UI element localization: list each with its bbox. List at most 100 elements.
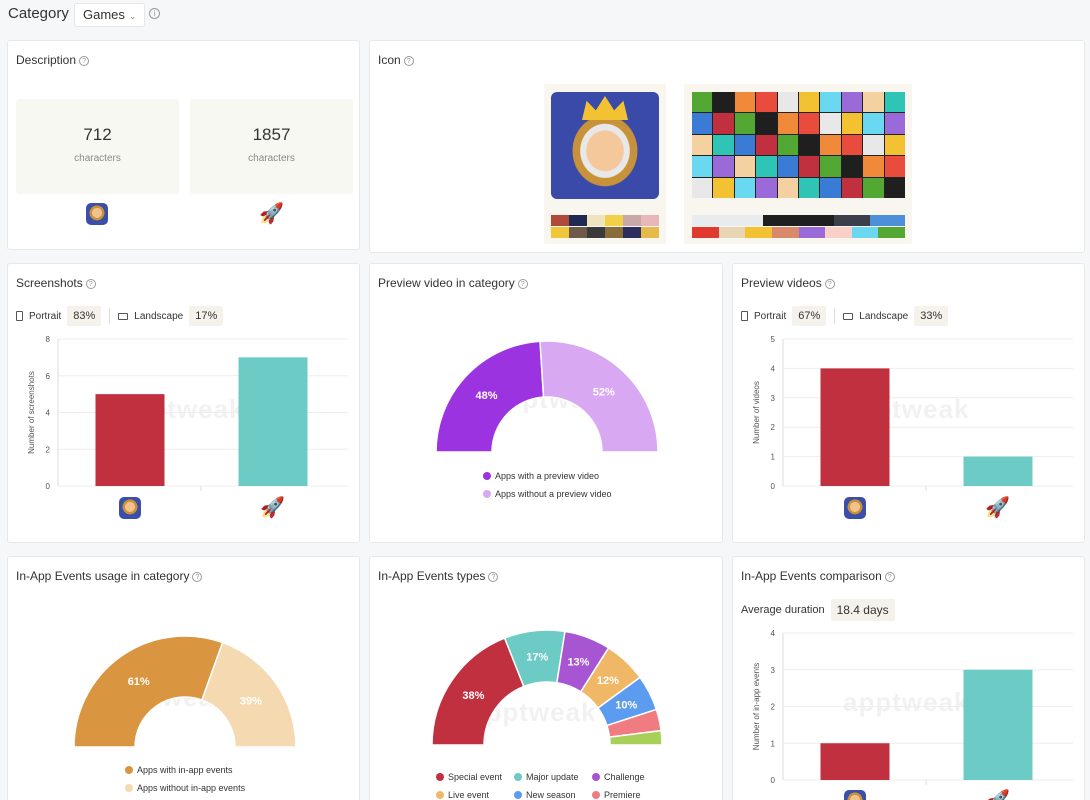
card-title: Preview video in category? <box>378 276 528 290</box>
help-icon[interactable]: ? <box>517 279 528 289</box>
legend-swatch <box>514 791 522 799</box>
orientation-row: Portrait 83% Landscape 17% <box>16 306 224 326</box>
icon-frame-games <box>544 84 666 244</box>
bar[interactable] <box>820 368 890 486</box>
category-app-icon <box>756 177 777 198</box>
description-box-games: 712 characters <box>16 99 179 194</box>
palette-swatch <box>745 227 772 238</box>
divider <box>834 308 836 324</box>
category-app-icon <box>863 92 884 113</box>
slice[interactable] <box>435 340 545 453</box>
legend-swatch <box>592 791 600 799</box>
bar[interactable] <box>238 357 308 486</box>
iae-types-card: In-App Events types? apptweak 38% 17% 13% 1… <box>369 556 723 800</box>
help-icon[interactable]: ? <box>79 56 90 66</box>
icon-palette-strip <box>692 227 905 238</box>
category-app-icon <box>798 113 820 134</box>
legend-item: Challenge <box>592 772 645 782</box>
icon-frame-category <box>684 84 912 244</box>
palette-swatch <box>605 227 623 238</box>
palette-swatch <box>771 227 799 238</box>
preview-videos-bar-chart: 5 4 3 2 1 0 Number of videos <box>752 335 1073 491</box>
legend-swatch <box>592 773 600 781</box>
category-app-icon <box>713 113 734 134</box>
palette-swatch <box>587 215 605 226</box>
category-app-icon <box>713 134 734 156</box>
legend-swatch <box>483 490 491 498</box>
slice-label: 52% <box>593 386 615 398</box>
average-duration-row: Average duration 18.4 days <box>741 599 895 621</box>
category-app-icon <box>884 177 905 198</box>
bar[interactable] <box>820 743 890 780</box>
slice[interactable] <box>608 729 663 746</box>
landscape-icon <box>118 312 129 320</box>
help-icon[interactable]: ? <box>85 279 96 289</box>
category-app-icon <box>884 92 905 113</box>
bar[interactable] <box>963 456 1033 486</box>
category-app-icon <box>692 134 713 156</box>
category-app-icon <box>756 113 777 134</box>
average-duration-value: 18.4 days <box>830 599 895 621</box>
palette-swatch <box>641 227 659 238</box>
info-icon[interactable]: i <box>149 8 160 19</box>
description-box-rocket: 1857 characters <box>190 99 353 194</box>
legend-swatch <box>483 472 491 480</box>
card-title: In-App Events comparison? <box>741 569 895 583</box>
portrait-label: Portrait <box>754 310 787 322</box>
bar[interactable] <box>963 669 1033 780</box>
y-tick-label: 3 <box>771 394 776 403</box>
y-tick-label: 6 <box>46 372 51 381</box>
category-select[interactable]: Games ⌄ <box>74 3 146 27</box>
palette-swatch <box>623 215 641 226</box>
legend-item: Premiere <box>592 790 641 800</box>
slice-label: 61% <box>128 676 150 688</box>
palette-swatch <box>569 215 587 226</box>
slice-label: 39% <box>240 696 262 708</box>
iae-types-semi-donut: 38% 17% 13% 12% 10% <box>431 629 663 746</box>
help-icon[interactable]: ? <box>403 56 414 66</box>
landscape-share: 33% <box>914 306 949 326</box>
category-label: Category <box>8 5 69 22</box>
help-icon[interactable]: ? <box>488 572 499 582</box>
category-app-icon <box>820 134 841 156</box>
rocket-app-icon: 🚀 <box>260 497 285 519</box>
icon-card: Icon? <box>369 40 1085 253</box>
iae-comparison-card: In-App Events comparison? Average durati… <box>732 556 1085 800</box>
y-tick-label: 8 <box>46 335 51 344</box>
divider <box>109 308 111 324</box>
y-tick-label: 1 <box>771 739 776 748</box>
palette-swatch <box>798 215 834 226</box>
help-icon[interactable]: ? <box>884 572 895 582</box>
help-icon[interactable]: ? <box>824 279 835 289</box>
palette-swatch <box>763 215 799 226</box>
category-value: Games <box>83 7 125 22</box>
category-app-icon <box>884 134 905 156</box>
average-duration-label: Average duration <box>741 604 825 616</box>
slice[interactable] <box>200 641 297 748</box>
bar[interactable] <box>95 394 165 486</box>
palette-swatch <box>869 215 905 226</box>
y-tick-label: 4 <box>46 409 51 418</box>
category-app-icon <box>884 113 905 134</box>
category-app-icon <box>734 113 756 134</box>
category-app-icon <box>692 156 713 177</box>
portrait-label: Portrait <box>29 310 62 322</box>
category-app-icon <box>713 156 734 177</box>
card-title: In-App Events usage in category? <box>16 569 203 583</box>
slice[interactable] <box>73 635 224 748</box>
slice-label: 10% <box>615 700 637 712</box>
slice-label: 12% <box>597 675 619 687</box>
y-axis-label: Number of screenshots <box>27 371 36 454</box>
help-icon[interactable]: ? <box>192 572 203 582</box>
legend-swatch <box>514 773 522 781</box>
slice[interactable] <box>539 340 659 453</box>
card-title: Screenshots? <box>16 276 96 290</box>
palette-swatch <box>641 215 659 226</box>
screenshots-bar-chart: 8 6 4 2 0 Number of screenshots <box>27 335 348 491</box>
preview-videos-card: Preview videos? Portrait 67% Landscape 3… <box>732 263 1085 543</box>
legend-item: Major update <box>514 772 579 782</box>
preview-in-category-card: Preview video in category? apptweak 48% 5… <box>369 263 723 543</box>
category-app-icon <box>777 134 798 156</box>
chevron-down-icon: ⌄ <box>128 11 137 21</box>
landscape-icon <box>843 312 854 320</box>
